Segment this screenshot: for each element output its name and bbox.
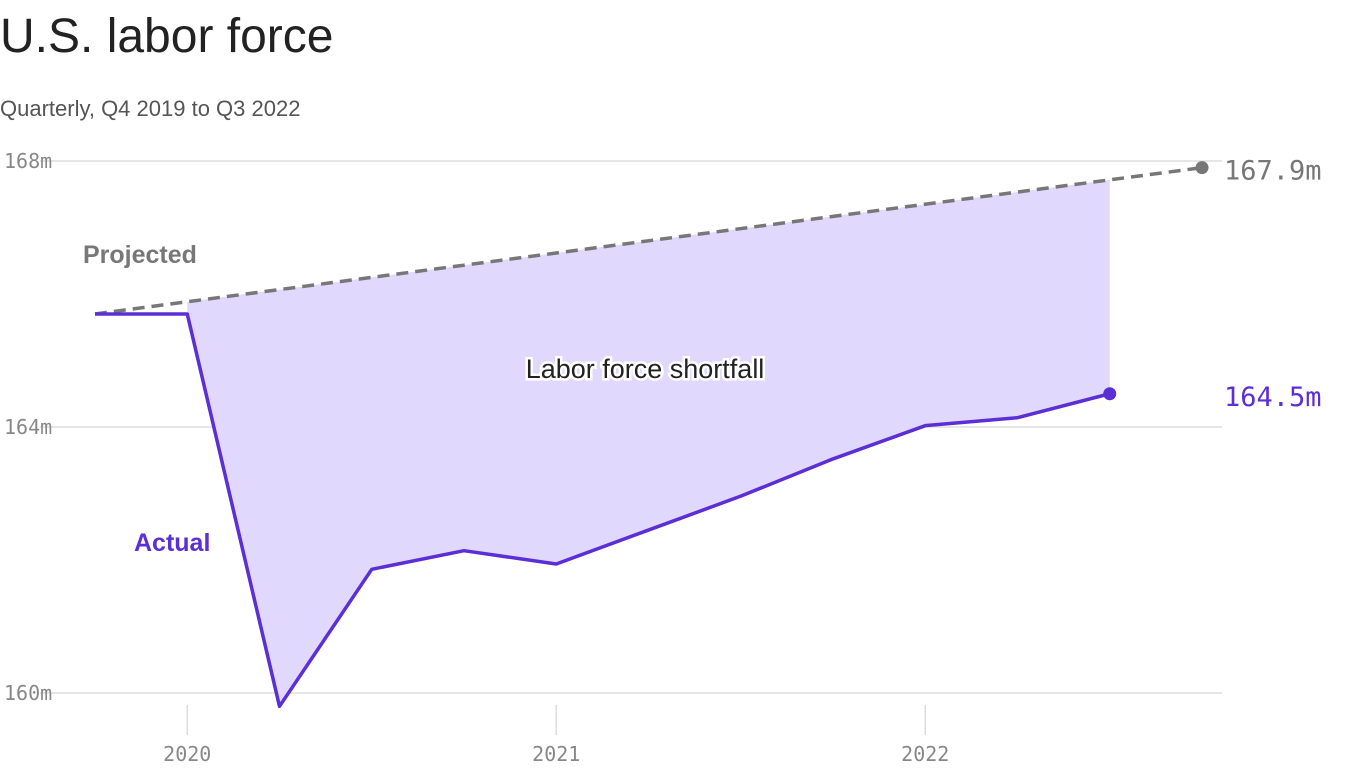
chart-title: U.S. labor force bbox=[0, 10, 333, 63]
y-tick-label: 164m bbox=[4, 415, 52, 439]
y-tick-label: 168m bbox=[4, 149, 52, 173]
shortfall-area bbox=[187, 179, 1110, 707]
chart-subtitle: Quarterly, Q4 2019 to Q3 2022 bbox=[0, 96, 300, 121]
x-tick-label: 2021 bbox=[532, 742, 580, 766]
series-label: Projected bbox=[83, 241, 197, 269]
end-point bbox=[1103, 387, 1117, 401]
series-line bbox=[94, 165, 1203, 316]
plot: 160m 164m 168m 2020 2021 2022 167.9m 164.5m bbox=[4, 149, 1322, 766]
x-tick-label: 2020 bbox=[163, 742, 211, 766]
end-label: 164.5m bbox=[1224, 382, 1322, 413]
end-label: 167.9m bbox=[1224, 156, 1322, 187]
series-line bbox=[95, 312, 1111, 709]
annotation: Labor force shortfall bbox=[526, 354, 765, 384]
end-point bbox=[1195, 161, 1209, 175]
series-label: Actual bbox=[134, 529, 210, 557]
y-tick-label: 160m bbox=[4, 681, 52, 705]
x-tick-label: 2022 bbox=[901, 742, 949, 766]
